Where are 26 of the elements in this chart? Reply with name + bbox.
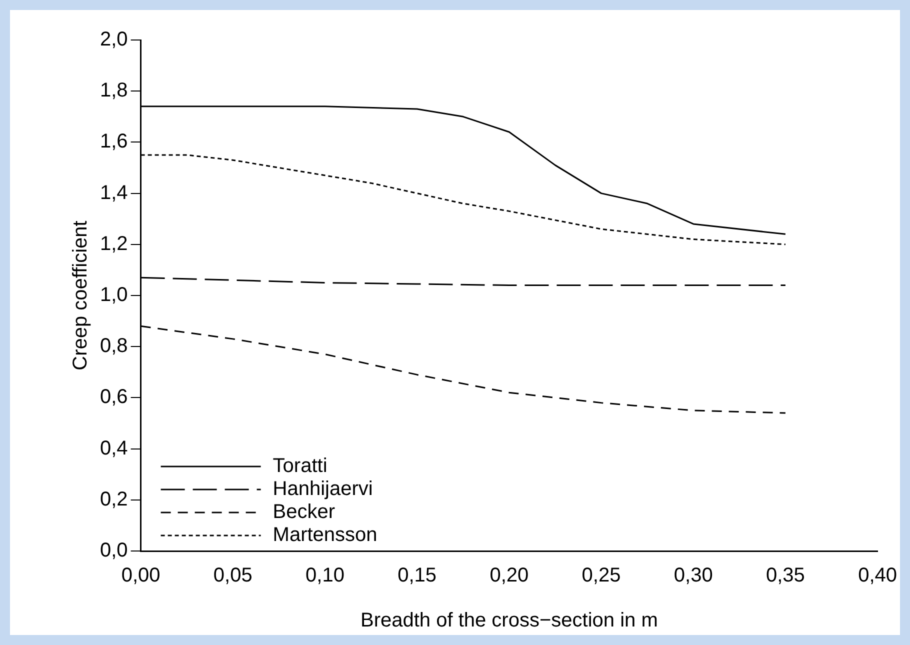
- y-tick-label: 1,4: [100, 182, 128, 204]
- y-tick-label: 0,6: [100, 386, 128, 408]
- y-tick-label: 0,0: [100, 540, 128, 562]
- legend-label: Becker: [272, 501, 336, 524]
- y-tick-label: 0,2: [100, 488, 128, 510]
- x-axis-title: Breadth of the cross−section in m: [360, 610, 658, 632]
- x-tick-label: 0,35: [766, 564, 805, 587]
- y-tick-label: 1,8: [100, 80, 128, 102]
- x-tick-label: 0,40: [858, 564, 898, 587]
- x-tick-label: 0,00: [121, 564, 160, 587]
- x-tick-label: 0,25: [582, 564, 621, 587]
- y-tick-label: 1,0: [100, 284, 128, 306]
- x-tick-label: 0,20: [490, 564, 529, 587]
- y-tick-label: 2,0: [100, 28, 128, 51]
- legend-label: Hanhijaervi: [272, 478, 373, 500]
- legend-label: Martensson: [272, 524, 378, 546]
- y-tick-label: 0,8: [100, 335, 128, 358]
- x-tick-label: 0,10: [306, 564, 344, 587]
- legend-label: Toratti: [272, 455, 328, 478]
- x-tick-label: 0,15: [398, 564, 437, 587]
- y-tick-label: 0,4: [100, 437, 128, 460]
- y-axis-title: Creep coefficient: [70, 220, 92, 370]
- x-tick-label: 0,05: [213, 564, 252, 587]
- x-tick-label: 0,30: [674, 564, 713, 587]
- y-tick-label: 1,6: [100, 130, 128, 153]
- y-tick-label: 1,2: [100, 232, 128, 255]
